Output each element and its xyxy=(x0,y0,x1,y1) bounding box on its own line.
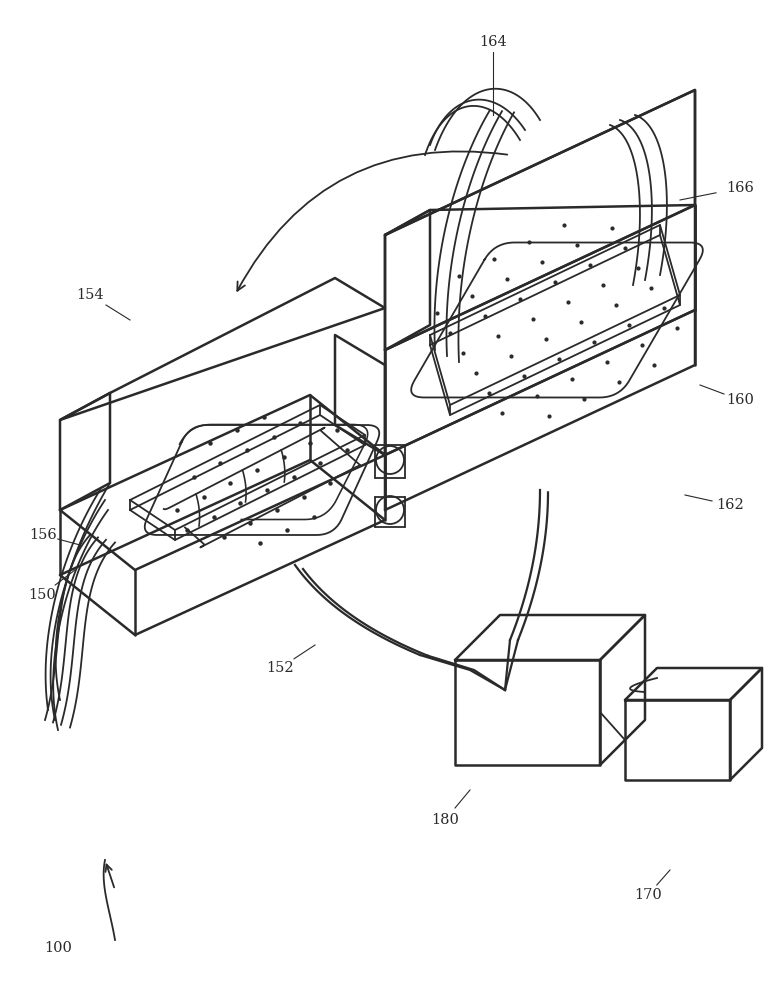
Text: 150: 150 xyxy=(28,588,56,602)
Text: 162: 162 xyxy=(716,498,744,512)
Text: 170: 170 xyxy=(634,888,662,902)
Text: 180: 180 xyxy=(431,813,459,827)
Text: 152: 152 xyxy=(266,661,294,675)
Text: 154: 154 xyxy=(76,288,104,302)
Text: 100: 100 xyxy=(44,941,72,955)
Text: 156: 156 xyxy=(29,528,57,542)
Text: 164: 164 xyxy=(479,35,507,49)
Text: 166: 166 xyxy=(726,181,754,195)
Text: 160: 160 xyxy=(726,393,754,407)
